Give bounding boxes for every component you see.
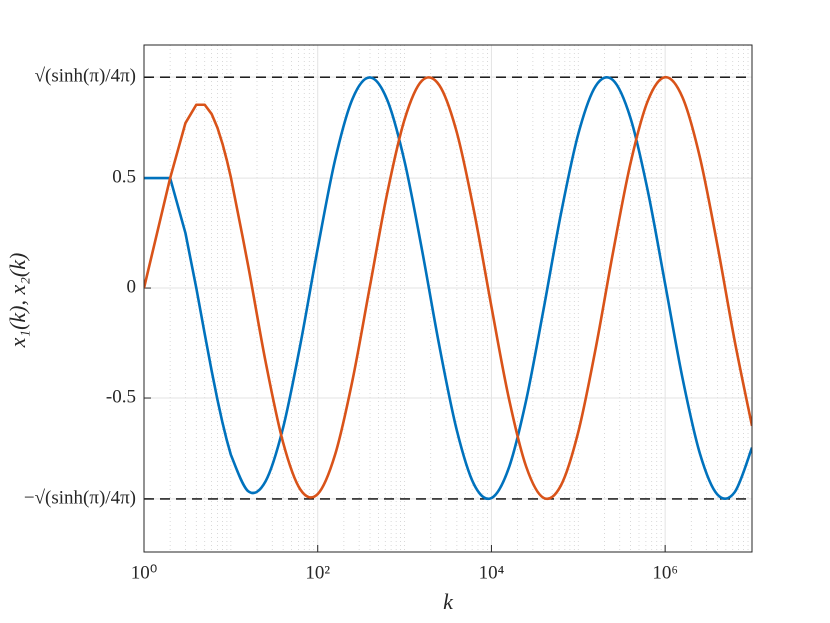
y-tick-label: -0.5 bbox=[106, 386, 136, 407]
plot-area bbox=[144, 45, 752, 552]
y-tick-label: −√(sinh(π)/4π) bbox=[24, 487, 136, 508]
y-tick-label: √(sinh(π)/4π) bbox=[35, 66, 136, 87]
x-tick-label: 10² bbox=[305, 562, 330, 583]
series-line bbox=[144, 75, 752, 501]
x-axis-label: k bbox=[443, 589, 454, 614]
y-tick-label: 0.5 bbox=[112, 166, 136, 187]
y-axis-label: x₁(k), x₂(k) bbox=[5, 253, 30, 349]
y-tick-label: 0 bbox=[127, 276, 137, 297]
axes-frame bbox=[143, 44, 753, 553]
series-line bbox=[144, 76, 752, 501]
x-tick-label: 10⁶ bbox=[652, 562, 678, 583]
x-tick-label: 10⁰ bbox=[131, 562, 158, 583]
x-tick-label: 10⁴ bbox=[479, 562, 505, 583]
